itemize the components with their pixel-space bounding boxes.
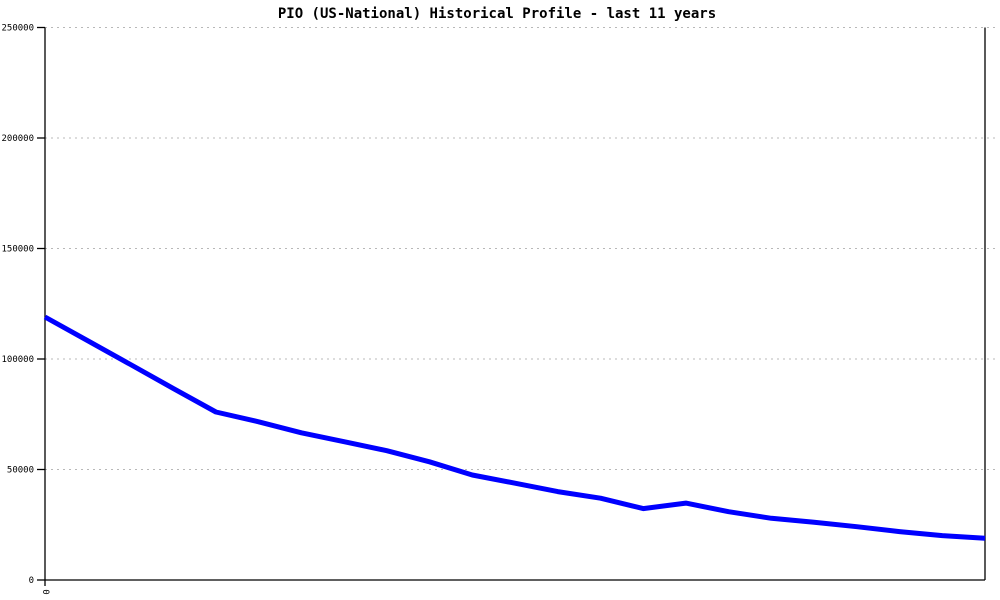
y-tick-label: 200000 [1, 134, 34, 144]
x-axis-tick-labels: 0 [40, 580, 50, 595]
series-pio-line [43, 314, 986, 541]
y-tick-label: 100000 [1, 355, 34, 365]
y-tick-label: 50000 [7, 466, 34, 476]
y-tick-label: 150000 [1, 245, 34, 255]
x-tick-label: 0 [40, 589, 50, 594]
y-axis-tick-labels: 0 50000 100000 150000 200000 250000 [1, 24, 45, 586]
gridlines [45, 27, 995, 470]
axes [44, 27, 986, 581]
chart-title: PIO (US-National) Historical Profile - l… [278, 6, 716, 22]
y-tick-label: 0 [29, 576, 34, 586]
y-tick-label: 250000 [1, 24, 34, 34]
data-series-line [43, 314, 986, 541]
